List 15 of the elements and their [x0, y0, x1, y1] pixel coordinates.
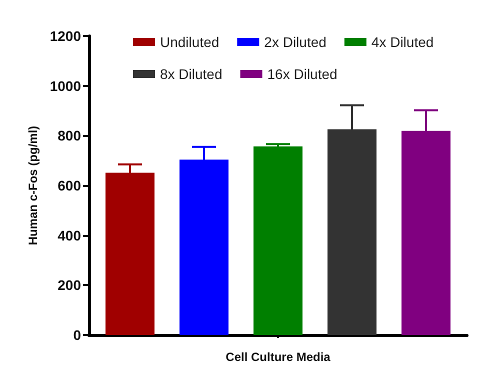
y-tick-label: 800: [58, 128, 82, 144]
y-tick-label: 0: [73, 327, 82, 343]
y-tick-label: 200: [58, 277, 82, 294]
y-tick-label: 400: [58, 227, 82, 244]
y-axis-title: Human c-Fos (pg/ml): [26, 126, 40, 246]
legend-label: 2x Diluted: [264, 34, 326, 50]
y-tick-label: 1000: [50, 78, 82, 94]
legend-label: Undiluted: [160, 34, 220, 50]
y-tick-label: 1200: [50, 28, 82, 44]
y-tick-label: 600: [58, 178, 82, 194]
x-axis-title: Cell Culture Media: [226, 350, 331, 364]
bar: [254, 146, 302, 335]
legend-label: 8x Diluted: [160, 66, 222, 82]
legend-label: 4x Diluted: [371, 34, 434, 50]
legend-label: 16x Diluted: [267, 66, 338, 82]
